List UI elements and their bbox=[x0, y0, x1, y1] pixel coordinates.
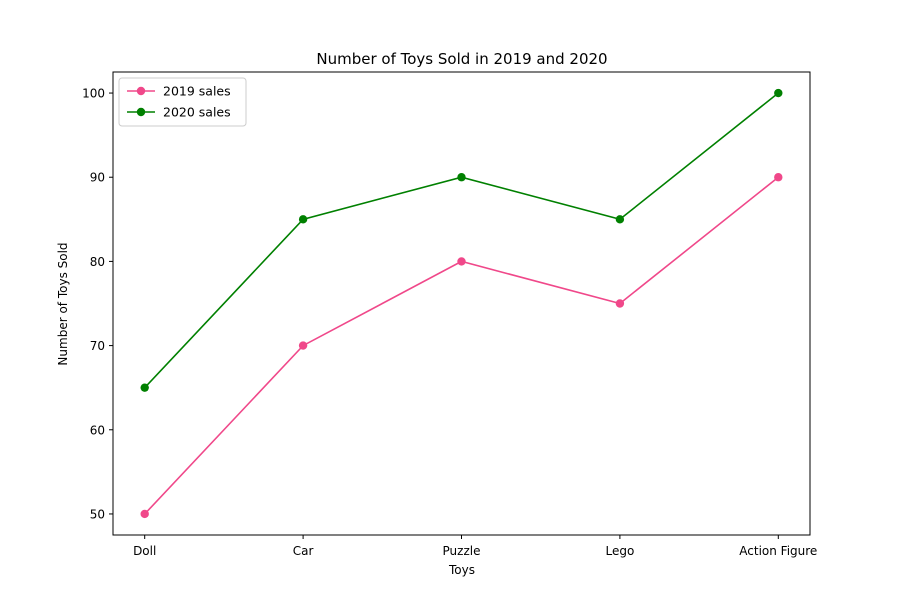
data-point bbox=[457, 257, 466, 266]
y-tick-label: 60 bbox=[90, 423, 105, 437]
data-point bbox=[774, 173, 783, 182]
legend-box bbox=[118, 77, 247, 127]
x-tick-label: Action Figure bbox=[739, 544, 817, 558]
data-point bbox=[298, 341, 308, 350]
x-tick-label: Doll bbox=[133, 544, 156, 558]
legend-marker bbox=[136, 86, 146, 96]
y-tick-label: 80 bbox=[90, 255, 105, 269]
x-axis-label: Toys bbox=[448, 563, 475, 577]
chart-title: Number of Toys Sold in 2019 and 2020 bbox=[316, 50, 607, 68]
data-point bbox=[615, 299, 625, 308]
data-point bbox=[457, 173, 466, 182]
y-axis-label: Number of Toys Sold bbox=[56, 242, 70, 365]
plot-area: Doll Car Puzzle Lego Action Figure 50 60 70 80 90… bbox=[82, 71, 817, 558]
data-point bbox=[615, 215, 625, 224]
data-point bbox=[140, 383, 149, 392]
data-point bbox=[774, 88, 783, 98]
y-tick-label: 100 bbox=[82, 87, 105, 101]
legend-label: 2019 sales bbox=[163, 84, 231, 99]
legend-marker bbox=[136, 107, 146, 117]
y-tick-label: 70 bbox=[90, 339, 105, 353]
data-point bbox=[298, 215, 308, 224]
y-tick-label: 90 bbox=[90, 171, 105, 185]
x-tick-label: Lego bbox=[605, 544, 634, 558]
y-tick-label: 50 bbox=[90, 507, 105, 521]
x-tick-label: Puzzle bbox=[443, 544, 481, 558]
data-point bbox=[140, 509, 149, 519]
legend-label: 2020 sales bbox=[163, 105, 231, 120]
x-tick-label: Car bbox=[293, 544, 314, 558]
